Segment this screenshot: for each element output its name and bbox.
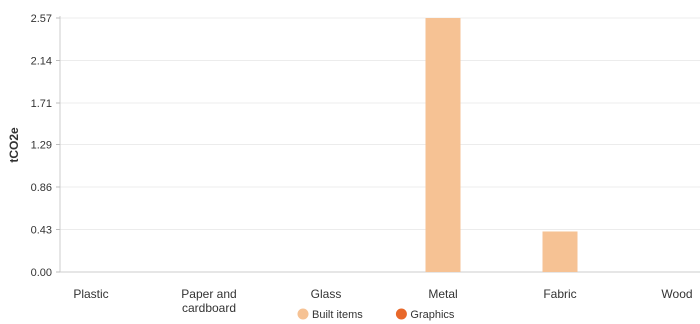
- x-category-label: Metal: [428, 287, 457, 301]
- y-axis-ticks: 0.00 0.43 0.86 1.29 1.71 2.14 2.57: [31, 13, 60, 279]
- grid-lines: [60, 17, 700, 231]
- x-category-label: Glass: [311, 287, 342, 301]
- y-tick-label: 2.14: [31, 55, 52, 67]
- x-axis-categories: Plastic Paper and cardboard Glass Metal Fabri…: [73, 287, 692, 315]
- x-category-label: Plastic: [73, 287, 108, 301]
- bar-built-items[interactable]: [542, 231, 578, 272]
- bar-built-items[interactable]: [425, 18, 461, 272]
- y-tick-label: 1.29: [31, 140, 52, 152]
- legend-label[interactable]: Graphics: [410, 309, 455, 321]
- x-category-label: Wood: [661, 287, 692, 301]
- x-category-label: Fabric: [543, 287, 576, 301]
- y-tick-label: 0.43: [31, 225, 52, 237]
- legend-label[interactable]: Built items: [312, 309, 363, 321]
- x-category-label: Paper and cardboard: [181, 287, 236, 315]
- y-axis-title: tCO2e: [7, 127, 21, 163]
- y-tick-label: 0.86: [31, 182, 52, 194]
- y-tick-label: 0.00: [31, 267, 52, 279]
- legend-swatch: [297, 308, 309, 320]
- legend: Built items Graphics: [297, 308, 455, 321]
- axes: [59, 16, 700, 273]
- y-tick-label: 2.57: [31, 13, 52, 25]
- bars: [425, 18, 578, 272]
- y-tick-label: 1.71: [31, 98, 52, 110]
- legend-swatch: [395, 308, 407, 320]
